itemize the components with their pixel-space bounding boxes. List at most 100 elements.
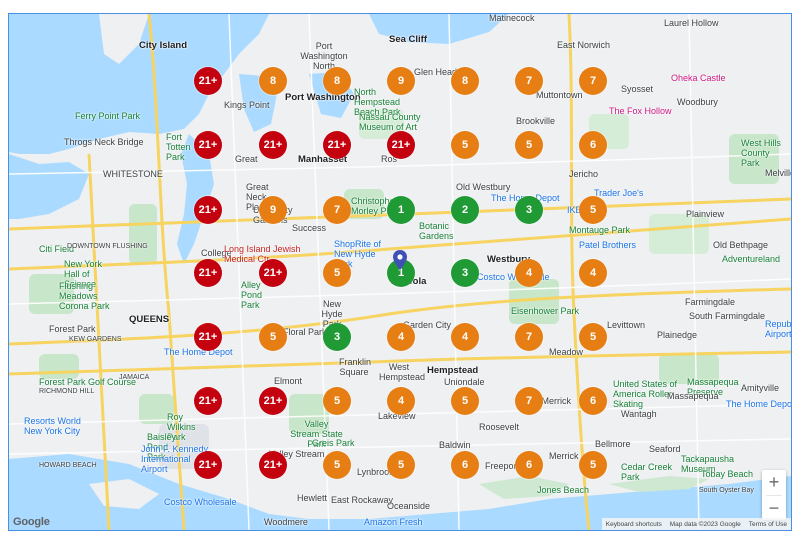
place-label: Merrick	[549, 451, 579, 461]
cluster-marker[interactable]: 5	[451, 387, 479, 415]
cluster-marker[interactable]: 7	[515, 67, 543, 95]
place-label: Uniondale	[444, 377, 485, 387]
zoom-out-button[interactable]: −	[768, 498, 780, 518]
place-label: Roy Wilkins Park	[167, 412, 196, 442]
place-label: New York Hall of Science	[64, 259, 103, 289]
cluster-marker[interactable]: 21+	[194, 131, 222, 159]
terms-of-use-link[interactable]: Terms of Use	[748, 520, 787, 528]
cluster-marker[interactable]: 5	[579, 196, 607, 224]
google-logo: Google	[13, 516, 50, 528]
place-label: Resorts World New York City	[24, 416, 81, 436]
place-label: College	[201, 248, 232, 258]
place-label: Port Washington North	[300, 41, 348, 71]
map-footer: Keyboard shortcuts Map data ©2023 Google…	[601, 518, 791, 530]
cluster-marker[interactable]: 8	[259, 67, 287, 95]
place-label: City Island	[139, 40, 188, 51]
place-label: QUEENS	[129, 314, 170, 325]
cluster-marker[interactable]: 8	[451, 67, 479, 95]
cluster-marker[interactable]: 21+	[259, 259, 287, 287]
place-label: Amityville	[741, 383, 780, 393]
place-label: RICHMOND HILL	[39, 388, 95, 395]
cluster-marker[interactable]: 8	[323, 67, 351, 95]
cluster-marker[interactable]: 1	[387, 196, 415, 224]
place-label: Citi Field	[39, 244, 75, 254]
place-label: Costco Wholesale	[164, 497, 237, 507]
cluster-marker[interactable]: 6	[579, 387, 607, 415]
zoom-in-button[interactable]: +	[768, 472, 780, 492]
cluster-marker[interactable]: 21+	[387, 131, 415, 159]
cluster-marker[interactable]: 3	[323, 323, 351, 351]
cluster-marker[interactable]: 7	[579, 67, 607, 95]
place-label: South Oyster Bay	[699, 487, 754, 494]
cluster-marker[interactable]: 5	[579, 323, 607, 351]
cluster-marker[interactable]: 9	[259, 196, 287, 224]
place-label: Great	[235, 154, 258, 164]
place-label: KEW GARDENS	[69, 336, 122, 343]
map-frame[interactable]: City Island Port Washington North Sea Cl…	[8, 13, 792, 531]
place-label: Trader Joe's	[594, 188, 644, 198]
cluster-marker[interactable]: 4	[451, 323, 479, 351]
place-label: The Fox Hollow	[609, 106, 672, 116]
cluster-marker[interactable]: 5	[259, 323, 287, 351]
place-label: Freeport	[485, 461, 520, 471]
place-label: Manhasset	[298, 154, 348, 165]
place-label: HOWARD BEACH	[39, 462, 97, 469]
cluster-marker[interactable]: 21+	[259, 131, 287, 159]
cluster-marker[interactable]: 21+	[194, 451, 222, 479]
location-pin-icon[interactable]	[393, 250, 407, 270]
place-label: Forest Park Golf Course	[39, 377, 137, 387]
place-label: Floral Park	[283, 327, 327, 337]
cluster-marker[interactable]: 6	[451, 451, 479, 479]
place-label: IKEA	[567, 205, 588, 215]
place-label: Nassau County Museum of Art	[359, 112, 421, 132]
place-label: Greis Park	[312, 438, 355, 448]
place-label: Elmont	[274, 376, 303, 386]
cluster-marker[interactable]: 4	[387, 387, 415, 415]
cluster-marker[interactable]: 3	[515, 196, 543, 224]
cluster-marker[interactable]: 2	[451, 196, 479, 224]
cluster-marker[interactable]: 7	[515, 387, 543, 415]
cluster-marker[interactable]: 5	[579, 451, 607, 479]
place-label: Farmingdale	[685, 297, 736, 307]
cluster-marker[interactable]: 4	[579, 259, 607, 287]
place-label: John F. Kennedy International Airport	[141, 444, 209, 474]
cluster-marker[interactable]: 21+	[194, 387, 222, 415]
cluster-marker[interactable]: 21+	[259, 387, 287, 415]
cluster-marker[interactable]: 21+	[194, 196, 222, 224]
place-label: Ros	[381, 154, 398, 164]
place-label: Brookville	[516, 116, 556, 126]
cluster-marker[interactable]: 7	[323, 196, 351, 224]
cluster-marker[interactable]: 4	[387, 323, 415, 351]
cluster-marker[interactable]: 3	[451, 259, 479, 287]
place-label: Tobay Beach	[701, 469, 754, 479]
place-label: West Hills County Park	[741, 138, 781, 168]
cluster-marker[interactable]: 7	[515, 323, 543, 351]
cluster-marker[interactable]: 21+	[323, 131, 351, 159]
cluster-marker[interactable]: 4	[515, 259, 543, 287]
cluster-marker[interactable]: 21+	[194, 67, 222, 95]
place-label: Lakeview	[378, 411, 416, 421]
place-label: Eisenhower Park	[511, 306, 580, 316]
cluster-marker[interactable]: 21+	[194, 323, 222, 351]
cluster-marker[interactable]: 5	[451, 131, 479, 159]
place-label: The Home Depot	[164, 347, 233, 357]
place-label: United States of America Roller Skating	[613, 379, 678, 409]
cluster-marker[interactable]: 21+	[194, 259, 222, 287]
cluster-marker[interactable]: 9	[387, 67, 415, 95]
cluster-marker[interactable]: 5	[323, 451, 351, 479]
cluster-marker[interactable]: 5	[323, 259, 351, 287]
cluster-marker[interactable]: 6	[515, 451, 543, 479]
place-label: Throgs Neck Bridge	[64, 137, 144, 147]
cluster-marker[interactable]: 6	[579, 131, 607, 159]
place-label: Adventureland	[722, 254, 781, 264]
place-label: Old Bethpage	[713, 240, 769, 250]
cluster-marker[interactable]: 5	[323, 387, 351, 415]
place-label: Bellmore	[595, 439, 631, 449]
cluster-marker[interactable]: 5	[387, 451, 415, 479]
place-label: North Merrick	[517, 396, 572, 406]
map-data-text: Map data ©2023 Google	[669, 520, 741, 528]
place-label: Tackapausha Museum	[681, 454, 735, 474]
cluster-marker[interactable]: 21+	[259, 451, 287, 479]
keyboard-shortcuts-link[interactable]: Keyboard shortcuts	[605, 520, 662, 528]
cluster-marker[interactable]: 5	[515, 131, 543, 159]
